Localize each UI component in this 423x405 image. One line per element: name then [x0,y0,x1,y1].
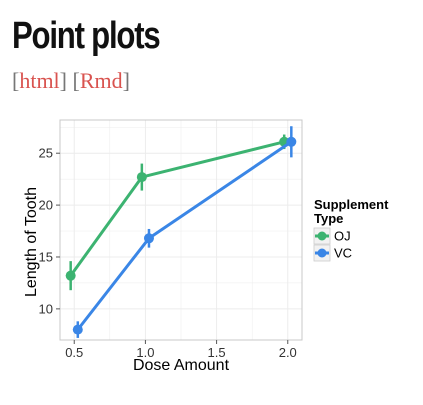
html-link[interactable]: html [19,68,60,93]
series-vc [72,126,297,338]
legend-label: VC [334,246,352,261]
legend-key-point [317,231,327,241]
bracket: [ [72,68,80,93]
data-point [143,233,154,244]
data-point [65,270,76,281]
bracket: ] [59,68,67,93]
x-axis-title: Dose Amount [133,357,230,374]
y-tick-label: 25 [39,146,53,161]
legend-item-vc: VC [313,244,352,262]
rmd-link[interactable]: Rmd [79,68,123,93]
legend-title-line2: Type [314,211,343,226]
panel-border [59,119,303,341]
x-tick-label: 1.0 [136,345,154,360]
y-axis-title: Length of Tooth [23,187,40,297]
series-oj [65,134,290,291]
data-point [286,136,297,147]
grid-layer [60,120,302,340]
x-tick-label: 0.5 [65,345,83,360]
x-tick-label: 2.0 [279,345,297,360]
y-tick-label: 20 [39,198,53,213]
x-tick-label: 1.5 [208,345,226,360]
tick-layer: 0.5 1.0 1.5 2.0 10 15 20 25 [39,146,297,360]
bracket: [ [12,68,20,93]
bracket: ] [122,68,130,93]
legend-item-oj: OJ [313,227,351,245]
legend: Supplement Type OJ VC [313,197,389,262]
legend-title: Supplement [314,197,389,212]
y-tick-label: 10 [39,301,53,316]
source-links: [html] [Rmd] [12,68,130,94]
data-point [72,324,83,335]
legend-items: OJ VC [313,227,352,262]
page-title: Point plots [12,15,161,57]
data-point [136,172,147,183]
y-tick-label: 15 [39,249,53,264]
legend-key-point [317,248,327,258]
legend-label: OJ [334,229,351,244]
series-layer [65,126,297,338]
